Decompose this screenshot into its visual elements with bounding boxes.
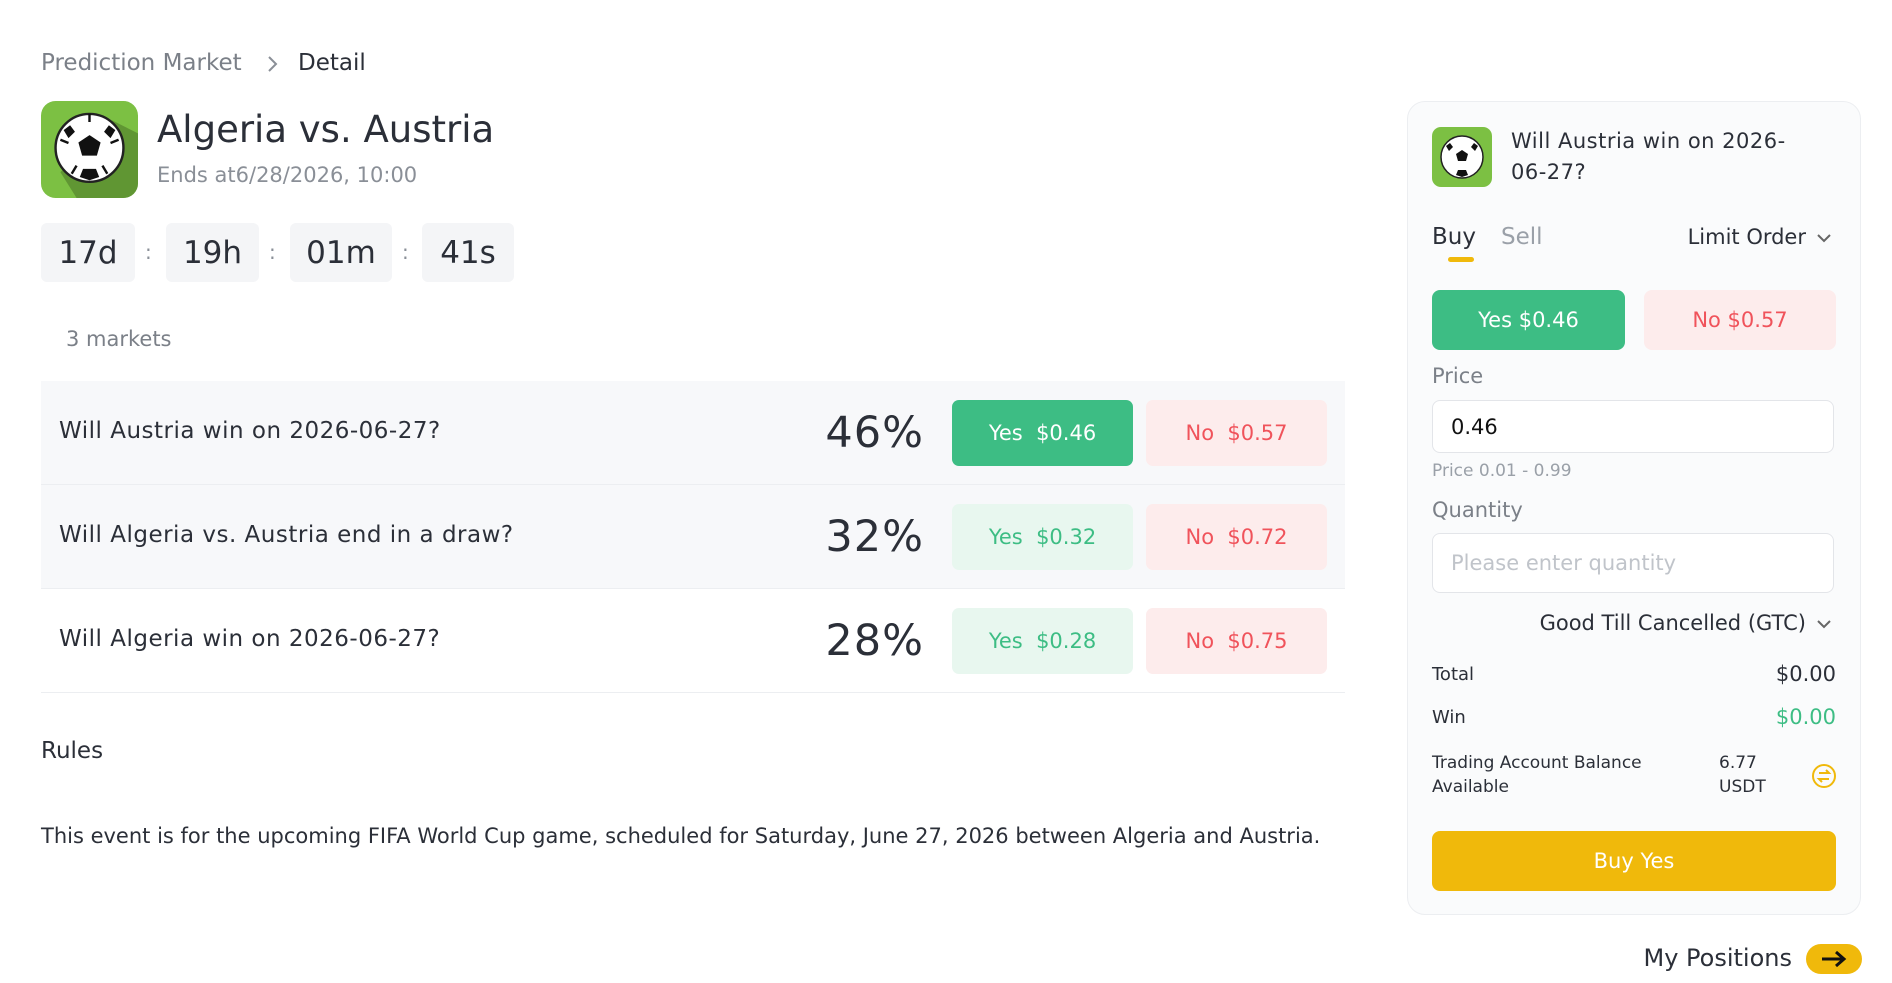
rules-title: Rules [41, 738, 104, 764]
price-hint: Price 0.01 - 0.99 [1432, 461, 1572, 481]
market-percent: 28% [825, 616, 924, 666]
market-question: Will Algeria vs. Austria end in a draw? [59, 522, 514, 548]
markets-count: 3 markets [66, 327, 172, 351]
no-button[interactable]: No $0.72 [1146, 504, 1327, 570]
breadcrumb-link[interactable]: Prediction Market [41, 50, 242, 76]
countdown-separator: : [145, 240, 152, 264]
countdown-part: 19h [166, 223, 259, 282]
order-panel [1407, 101, 1861, 915]
win-value: $0.00 [1775, 705, 1836, 729]
event-icon [41, 101, 138, 198]
event-title: Algeria vs. Austria [157, 108, 495, 151]
order-icon [1432, 127, 1492, 187]
positions-arrow[interactable] [1806, 944, 1862, 974]
market-row: Will Algeria vs. Austria end in a draw? 3… [41, 485, 1345, 589]
chevron [1817, 620, 1831, 629]
positions-link[interactable]: My Positions [1643, 944, 1793, 972]
countdown-separator: : [269, 240, 276, 264]
event-ends: Ends at6/28/2026, 10:00 [157, 163, 418, 187]
tab-sell[interactable]: Sell [1501, 224, 1543, 250]
yes-button[interactable]: Yes $0.28 [952, 608, 1133, 674]
tab-underline [1448, 257, 1474, 262]
market-row: Will Austria win on 2026-06-27? 46% Yes $0… [41, 381, 1345, 485]
yes-button[interactable]: Yes $0.46 [952, 400, 1133, 466]
no-button[interactable]: No $0.57 [1146, 400, 1327, 466]
price-input[interactable]: 0.46 [1432, 400, 1834, 453]
countdown-part: 01m [290, 223, 392, 282]
order-yes[interactable]: Yes $0.46 [1432, 290, 1625, 350]
no-button[interactable]: No $0.75 [1146, 608, 1327, 674]
order-question: Will Austria win on 2026-06-27? [1511, 129, 1786, 184]
countdown-part: 41s [422, 223, 514, 282]
breadcrumb-current: Detail [298, 50, 366, 76]
rules-text: This event is for the upcoming FIFA Worl… [41, 824, 1321, 848]
market-question: Will Algeria win on 2026-06-27? [59, 626, 441, 652]
balance-label: Trading Account Balance Available [1432, 753, 1642, 797]
market-row: Will Algeria win on 2026-06-27? 28% Yes $0… [41, 589, 1345, 693]
order-no[interactable]: No $0.57 [1644, 290, 1836, 350]
total-label: Total [1432, 664, 1475, 685]
countdown-separator: : [402, 240, 409, 264]
total-value: $0.00 [1775, 662, 1836, 686]
price-label: Price [1432, 364, 1484, 388]
yes-button[interactable]: Yes $0.32 [952, 504, 1133, 570]
quantity-label: Quantity [1432, 498, 1523, 522]
breadcrumb-chevron [268, 56, 278, 72]
tab-buy[interactable]: Buy [1432, 224, 1476, 250]
submit-button[interactable]: Buy Yes [1432, 831, 1836, 891]
tif-select[interactable]: Good Till Cancelled (GTC) [1539, 611, 1806, 635]
market-percent: 46% [825, 408, 924, 458]
market-question: Will Austria win on 2026-06-27? [59, 418, 441, 444]
transfer-icon[interactable] [1811, 763, 1837, 789]
win-label: Win [1432, 707, 1466, 728]
countdown-part: 17d [41, 223, 135, 282]
chevron [1817, 234, 1831, 243]
quantity-input[interactable]: Please enter quantity [1432, 533, 1834, 593]
order-type[interactable]: Limit Order [1687, 225, 1806, 249]
market-percent: 32% [825, 512, 924, 562]
balance-value: 6.77 USDT [1719, 753, 1766, 797]
